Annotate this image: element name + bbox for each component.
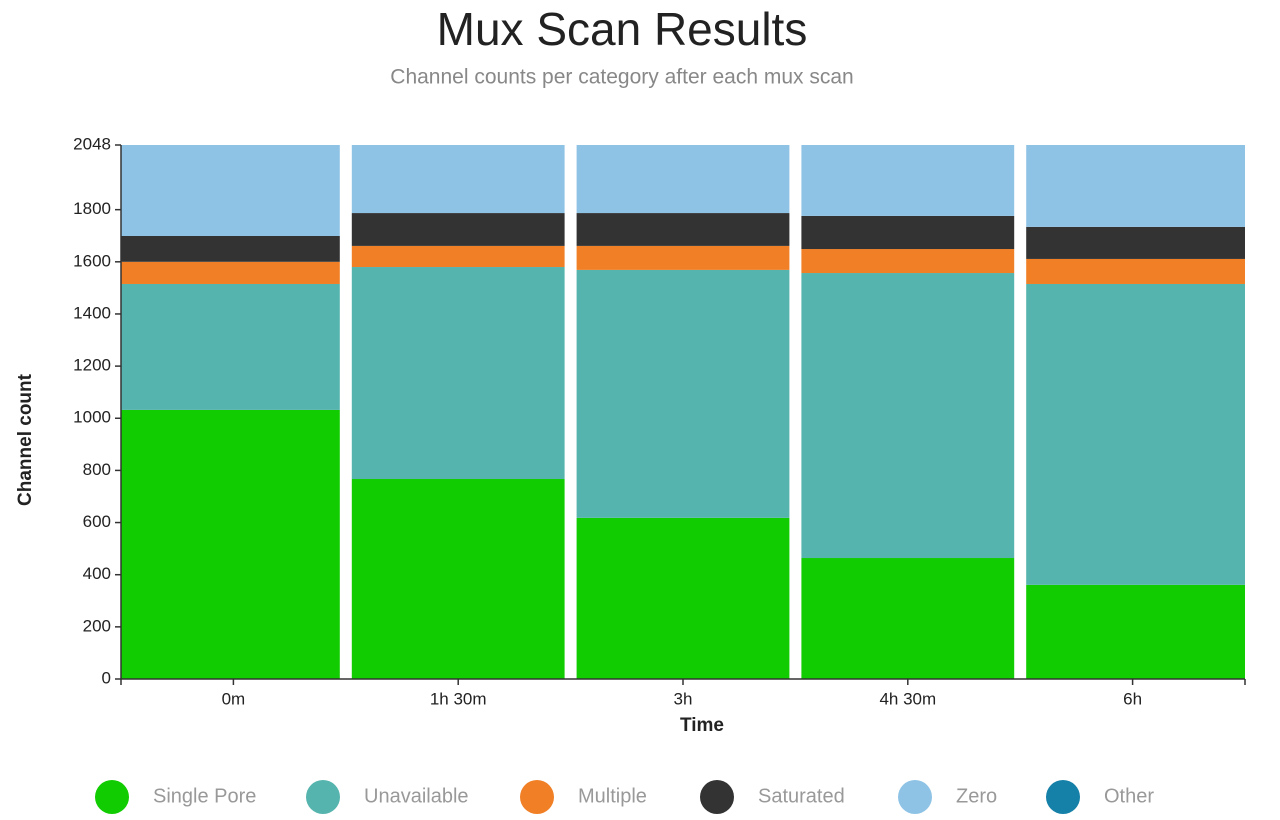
legend-item[interactable]: Multiple	[520, 780, 647, 814]
bar-segment	[576, 213, 790, 246]
bar-segment	[351, 213, 565, 246]
legend-label: Other	[1104, 785, 1154, 807]
x-tick-label: 0m	[222, 689, 246, 708]
y-axis-label: Channel count	[15, 373, 36, 506]
y-tick-label: 2048	[73, 134, 111, 153]
bar-segment	[351, 479, 565, 679]
bar-segment	[121, 145, 340, 236]
bar-segment	[801, 249, 1015, 274]
bar-segment	[1026, 584, 1245, 679]
bar-segment	[121, 283, 340, 410]
bar-segment	[1026, 145, 1245, 227]
y-tick-label: 400	[83, 564, 111, 583]
legend-item[interactable]: Zero	[898, 780, 997, 814]
bar-segment	[801, 273, 1015, 559]
legend-label: Saturated	[758, 785, 845, 807]
bar-segment	[801, 145, 1015, 216]
legend-swatch	[700, 780, 734, 814]
chart-subtitle: Channel counts per category after each m…	[390, 66, 853, 89]
bar-segment	[576, 245, 790, 270]
bar-segment	[351, 245, 565, 268]
bar-segment	[121, 235, 340, 262]
legend-swatch	[306, 780, 340, 814]
legend-swatch	[520, 780, 554, 814]
y-tick-label: 0	[102, 668, 111, 687]
x-tick-label: 6h	[1123, 689, 1142, 708]
bar-segment	[121, 409, 340, 679]
legend-label: Zero	[956, 785, 997, 807]
bar-segment	[576, 517, 790, 679]
legend-label: Multiple	[578, 785, 647, 807]
y-tick-label: 1400	[73, 303, 111, 322]
x-axis-label: Time	[680, 715, 724, 736]
x-tick-label: 4h 30m	[879, 689, 936, 708]
y-tick-label: 800	[83, 460, 111, 479]
y-tick-label: 200	[83, 616, 111, 635]
legend-swatch	[898, 780, 932, 814]
y-tick-label: 1200	[73, 356, 111, 375]
bar-segment	[801, 215, 1015, 250]
y-tick-label: 1000	[73, 408, 111, 427]
x-tick-label: 3h	[674, 689, 693, 708]
legend-item[interactable]: Unavailable	[306, 780, 469, 814]
legend-label: Unavailable	[364, 785, 469, 807]
bar-segment	[121, 261, 340, 284]
y-tick-label: 1600	[73, 251, 111, 270]
bar-segment	[1026, 283, 1245, 585]
x-tick-label: 1h 30m	[430, 689, 487, 708]
bar-segment	[576, 145, 790, 214]
legend-swatch	[1046, 780, 1080, 814]
bar-segment	[1026, 226, 1245, 259]
legend-label: Single Pore	[153, 785, 256, 807]
legend-item[interactable]: Other	[1046, 780, 1154, 814]
bar-segment	[351, 267, 565, 480]
legend-item[interactable]: Saturated	[700, 780, 845, 814]
y-tick-label: 1800	[73, 199, 111, 218]
chart-title: Mux Scan Results	[437, 3, 808, 55]
y-tick-label: 600	[83, 512, 111, 531]
bar-segment	[801, 558, 1015, 679]
bar-segment	[576, 269, 790, 518]
bar-segment	[351, 145, 565, 214]
legend-swatch	[95, 780, 129, 814]
bar-segment	[1026, 258, 1245, 284]
legend-item[interactable]: Single Pore	[95, 780, 256, 814]
